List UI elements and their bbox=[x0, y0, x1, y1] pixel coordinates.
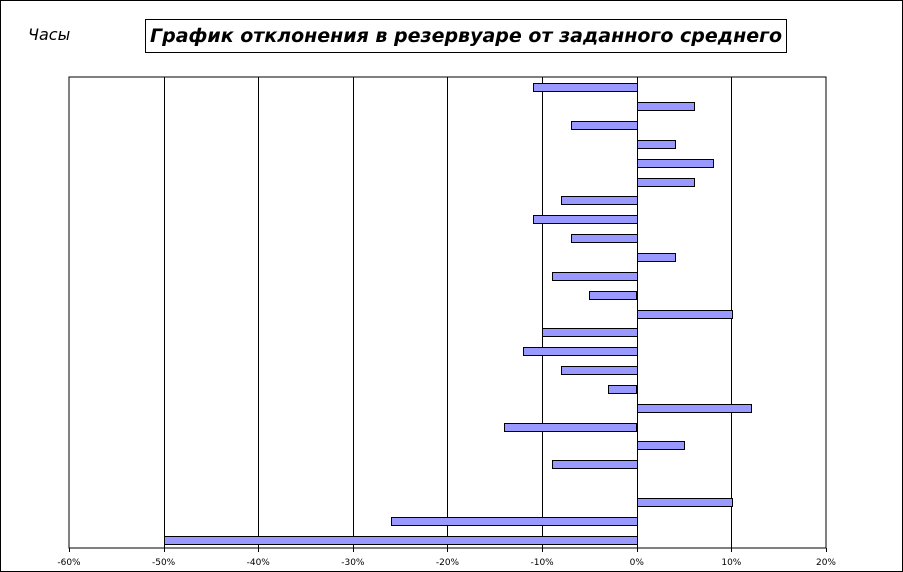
bar bbox=[164, 536, 638, 545]
x-tick-label: 0% bbox=[630, 558, 645, 568]
bar bbox=[637, 253, 676, 262]
x-tick-label: -50% bbox=[152, 558, 176, 568]
x-tick-label: 20% bbox=[816, 558, 836, 568]
bar bbox=[637, 310, 733, 319]
x-tick-label: 10% bbox=[721, 558, 741, 568]
x-tick-label: -60% bbox=[57, 558, 81, 568]
x-tick-label: -40% bbox=[247, 558, 271, 568]
bar bbox=[561, 366, 638, 375]
bar bbox=[552, 272, 638, 281]
y-axis-label: Часы bbox=[28, 25, 71, 44]
bar bbox=[542, 328, 638, 337]
chart-title: График отклонения в резервуаре от заданн… bbox=[145, 19, 788, 53]
bar bbox=[523, 347, 638, 356]
bar bbox=[589, 291, 637, 300]
bars bbox=[164, 83, 752, 545]
x-axis: -60% -50% -40% -30% -20% -10% 0% 10% 20% bbox=[57, 548, 836, 568]
bar bbox=[637, 140, 676, 149]
bar bbox=[637, 178, 695, 187]
bar bbox=[571, 121, 638, 130]
bar bbox=[391, 517, 638, 526]
x-tick-label: -30% bbox=[341, 558, 365, 568]
bar bbox=[571, 234, 638, 243]
x-tick-label: -10% bbox=[530, 558, 554, 568]
bar bbox=[533, 83, 638, 92]
bar bbox=[533, 215, 638, 224]
bar bbox=[608, 385, 637, 394]
bar bbox=[504, 423, 637, 432]
bar bbox=[637, 159, 714, 168]
x-tick-label: -20% bbox=[436, 558, 460, 568]
bar bbox=[637, 404, 752, 413]
bar bbox=[637, 102, 695, 111]
bar bbox=[561, 196, 638, 205]
bar bbox=[637, 441, 685, 450]
bar bbox=[637, 498, 733, 507]
bar bbox=[552, 460, 638, 469]
